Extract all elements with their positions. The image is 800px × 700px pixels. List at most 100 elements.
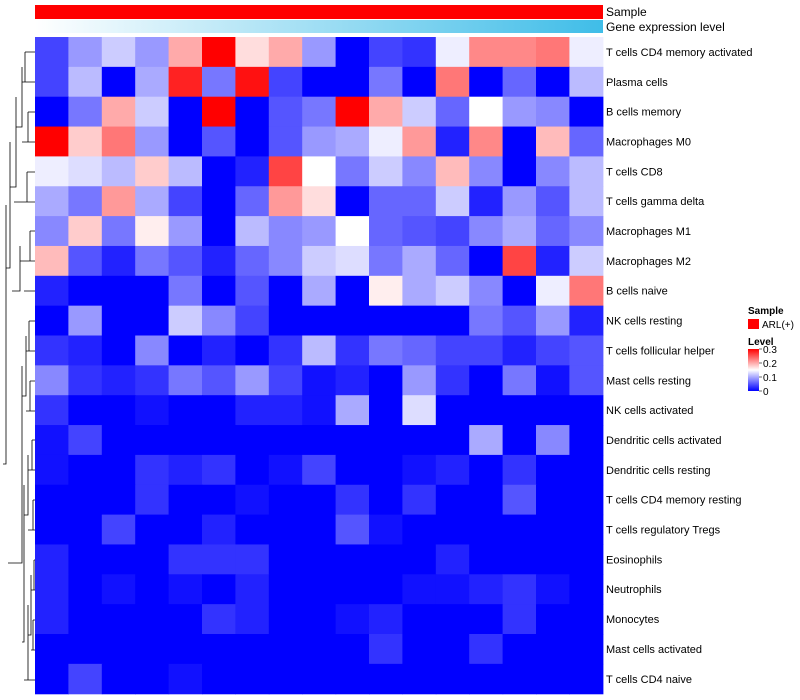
heatmap-cell bbox=[536, 604, 570, 635]
heatmap-cell bbox=[268, 305, 303, 337]
heatmap-cell bbox=[569, 37, 604, 68]
heatmap-cell bbox=[435, 604, 470, 635]
heatmap-cell bbox=[35, 275, 69, 307]
heatmap-cell bbox=[268, 514, 303, 546]
heatmap-cell bbox=[235, 663, 270, 695]
heatmap-cell bbox=[536, 275, 570, 307]
heatmap-cell bbox=[268, 395, 303, 426]
heatmap-cell bbox=[502, 454, 537, 486]
heatmap-cell bbox=[68, 425, 103, 456]
heatmap-cell bbox=[135, 96, 170, 128]
heatmap-cell bbox=[502, 604, 537, 635]
sample-annotation-label: Sample bbox=[606, 5, 647, 19]
heatmap-cell bbox=[435, 484, 470, 516]
heatmap-cell bbox=[268, 484, 303, 516]
heatmap-cell bbox=[302, 663, 337, 695]
heatmap-cell bbox=[569, 514, 604, 546]
heatmap-cell bbox=[101, 663, 136, 695]
heatmap-cell bbox=[235, 96, 270, 128]
heatmap-cell bbox=[435, 544, 470, 575]
heatmap-cell bbox=[402, 544, 437, 575]
heatmap-cell bbox=[101, 544, 136, 575]
heatmap-cell bbox=[369, 126, 403, 157]
heatmap-cell bbox=[135, 216, 170, 247]
heatmap-cell bbox=[569, 574, 604, 605]
heatmap-cell bbox=[469, 454, 504, 486]
heatmap-cell bbox=[235, 156, 270, 187]
heatmap-cell bbox=[402, 425, 437, 456]
heatmap-cell bbox=[335, 395, 370, 426]
row-label: NK cells resting bbox=[606, 316, 682, 328]
heatmap-cell bbox=[235, 126, 270, 157]
heatmap-cell bbox=[235, 335, 270, 366]
heatmap-cell bbox=[502, 275, 537, 307]
heatmap-cell bbox=[569, 126, 604, 157]
heatmap-cell bbox=[68, 514, 103, 546]
heatmap-cell bbox=[469, 66, 504, 98]
heatmap-cell bbox=[302, 395, 337, 426]
heatmap-cell bbox=[569, 634, 604, 665]
heatmap-cell bbox=[202, 305, 236, 337]
heatmap-cell bbox=[168, 425, 203, 456]
heatmap-cell bbox=[402, 126, 437, 157]
heatmap-cell bbox=[135, 514, 170, 546]
heatmap-cell bbox=[369, 66, 403, 98]
row-label: Macrophages M1 bbox=[606, 226, 691, 238]
heatmap-cell bbox=[469, 37, 504, 68]
heatmap-cell bbox=[335, 275, 370, 307]
heatmap-cell bbox=[268, 425, 303, 456]
heatmap-cell bbox=[135, 66, 170, 98]
heatmap-cell bbox=[302, 365, 337, 396]
heatmap-cell bbox=[569, 395, 604, 426]
heatmap-cell bbox=[536, 126, 570, 157]
heatmap-cell bbox=[369, 574, 403, 605]
heatmap-cell bbox=[235, 216, 270, 247]
heatmap-cell bbox=[369, 275, 403, 307]
heatmap-cell bbox=[68, 216, 103, 247]
heatmap-cell bbox=[435, 663, 470, 695]
heatmap-cell bbox=[135, 484, 170, 516]
heatmap-cell bbox=[68, 574, 103, 605]
heatmap-cell bbox=[202, 365, 236, 396]
heatmap-cell bbox=[202, 96, 236, 128]
heatmap-cell bbox=[302, 66, 337, 98]
heatmap-cell bbox=[35, 186, 69, 217]
heatmap-cell bbox=[168, 514, 203, 546]
heatmap-cell bbox=[202, 156, 236, 187]
heatmap-cell bbox=[202, 454, 236, 486]
heatmap-cell bbox=[335, 37, 370, 68]
heatmap-cell bbox=[469, 574, 504, 605]
heatmap-cell bbox=[502, 96, 537, 128]
heatmap-cell bbox=[569, 335, 604, 366]
heatmap-cell bbox=[536, 335, 570, 366]
heatmap-cell bbox=[35, 305, 69, 337]
heatmap-cell bbox=[569, 245, 604, 277]
heatmap-cell bbox=[68, 663, 103, 695]
heatmap-cell bbox=[68, 454, 103, 486]
heatmap-cell bbox=[202, 484, 236, 516]
heatmap-cell bbox=[35, 425, 69, 456]
heatmap-cell bbox=[402, 663, 437, 695]
heatmap-cell bbox=[402, 216, 437, 247]
row-label: NK cells activated bbox=[606, 405, 693, 417]
heatmap-cell bbox=[536, 454, 570, 486]
heatmap-cell bbox=[268, 126, 303, 157]
heatmap-cell bbox=[302, 634, 337, 665]
heatmap-cell bbox=[68, 245, 103, 277]
heatmap-cell bbox=[35, 37, 69, 68]
heatmap-cell bbox=[35, 484, 69, 516]
heatmap-cell bbox=[101, 216, 136, 247]
heatmap-cell bbox=[35, 544, 69, 575]
row-labels: T cells CD4 memory activated Plasma cells… bbox=[606, 47, 753, 686]
heatmap-cell bbox=[135, 126, 170, 157]
heatmap-cell bbox=[335, 335, 370, 366]
heatmap-cell bbox=[469, 604, 504, 635]
heatmap-cell bbox=[435, 156, 470, 187]
heatmap-cell bbox=[101, 275, 136, 307]
heatmap-cell bbox=[435, 216, 470, 247]
heatmap-cell bbox=[101, 156, 136, 187]
heatmap-cell bbox=[469, 634, 504, 665]
heatmap-cell bbox=[168, 663, 203, 695]
heatmap-cell bbox=[502, 216, 537, 247]
heatmap-cell bbox=[101, 37, 136, 68]
